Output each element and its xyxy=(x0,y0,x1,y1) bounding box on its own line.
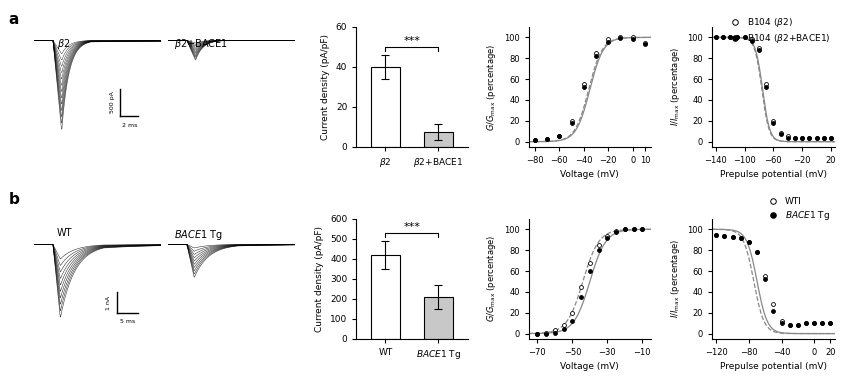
Text: 2 ms: 2 ms xyxy=(121,123,137,128)
Bar xyxy=(424,297,453,339)
Bar xyxy=(371,67,400,147)
Text: ***: *** xyxy=(404,222,421,232)
X-axis label: Voltage (mV): Voltage (mV) xyxy=(561,362,620,372)
Text: ***: *** xyxy=(404,36,421,46)
Y-axis label: $I$/$I_{\rm max}$ (percentage): $I$/$I_{\rm max}$ (percentage) xyxy=(668,47,682,127)
Legend: B104 ($\beta$2), B104 ($\beta$2+BACE1): B104 ($\beta$2), B104 ($\beta$2+BACE1) xyxy=(726,16,830,45)
Legend: WTl, $\it{BACE1}$ Tg: WTl, $\it{BACE1}$ Tg xyxy=(764,197,830,222)
Text: $\beta$2+BACE1: $\beta$2+BACE1 xyxy=(174,37,228,50)
Text: b: b xyxy=(8,192,19,208)
Text: $\beta$2: $\beta$2 xyxy=(56,37,70,50)
Text: 500 pA: 500 pA xyxy=(110,92,115,114)
X-axis label: Prepulse potential (mV): Prepulse potential (mV) xyxy=(720,362,827,372)
Y-axis label: $G$/$G_{\rm max}$ (percentage): $G$/$G_{\rm max}$ (percentage) xyxy=(486,235,498,322)
Bar xyxy=(371,255,400,339)
Y-axis label: Current density (pA/pF): Current density (pA/pF) xyxy=(315,226,325,332)
Text: WT: WT xyxy=(56,228,72,238)
Text: a: a xyxy=(8,12,19,27)
Text: 1 nA: 1 nA xyxy=(106,295,111,310)
Y-axis label: $I$/$I_{\rm max}$ (percentage): $I$/$I_{\rm max}$ (percentage) xyxy=(668,239,682,318)
Y-axis label: $G$/$G_{\rm max}$ (percentage): $G$/$G_{\rm max}$ (percentage) xyxy=(486,44,498,131)
Bar xyxy=(424,132,453,147)
Y-axis label: Current density (pA/pF): Current density (pA/pF) xyxy=(321,34,330,140)
Text: 5 ms: 5 ms xyxy=(120,319,135,324)
X-axis label: Voltage (mV): Voltage (mV) xyxy=(561,171,620,179)
Text: $\it{BACE1}$ Tg: $\it{BACE1}$ Tg xyxy=(174,228,223,243)
X-axis label: Prepulse potential (mV): Prepulse potential (mV) xyxy=(720,171,827,179)
